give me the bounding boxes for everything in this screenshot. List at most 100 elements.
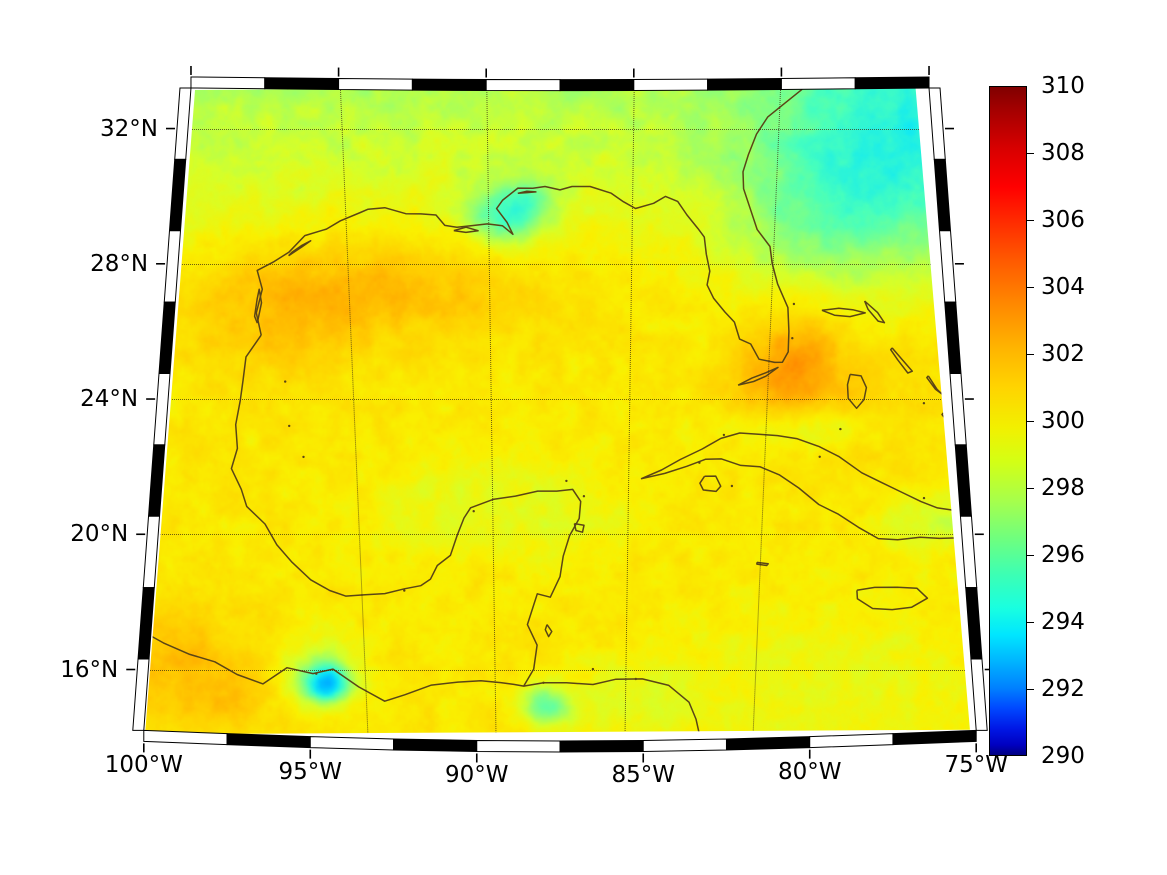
coastline-islet-2 bbox=[302, 455, 305, 459]
colorbar-label-298: 298 bbox=[1041, 475, 1085, 501]
ytick-label-20n: 20°N bbox=[70, 521, 129, 548]
colorbar-label-304: 304 bbox=[1041, 274, 1085, 300]
colorbar-label-300: 300 bbox=[1041, 408, 1085, 434]
frame-zebra-segment bbox=[142, 515, 161, 589]
coastline-paths bbox=[145, 88, 980, 735]
frame-zebra-segment bbox=[174, 87, 192, 160]
coastline-longisland bbox=[941, 412, 960, 436]
coastline-islet-19 bbox=[792, 302, 796, 306]
frame-zebra-segment bbox=[959, 515, 978, 589]
frame-zebra-segment bbox=[153, 372, 171, 446]
frame-zebra-segment bbox=[168, 158, 187, 232]
frame-zebra-segment bbox=[476, 739, 561, 753]
coastline-islet-8 bbox=[839, 427, 842, 431]
map-axes: 16°N 20°N 24°N 28°N 32°N 100°W 95°W 90°W 85°W 80°… bbox=[60, 65, 1008, 788]
colorbar-tick-300 bbox=[1027, 421, 1034, 422]
coastline-keys bbox=[737, 366, 779, 386]
colorbar-gradient bbox=[989, 86, 1027, 756]
coastline-padre bbox=[253, 288, 263, 324]
coastline-islet-10 bbox=[922, 496, 926, 500]
coastline-msislands bbox=[517, 190, 537, 195]
coastline-hispaniola bbox=[979, 533, 980, 591]
colorbar-label-296: 296 bbox=[1041, 542, 1085, 568]
coastline-eleuthera bbox=[889, 347, 914, 374]
frame-zebra-segment bbox=[938, 230, 957, 303]
colorbar-label-306: 306 bbox=[1041, 207, 1085, 233]
coastline-camerica bbox=[523, 678, 701, 735]
colorbar-label-302: 302 bbox=[1041, 341, 1085, 367]
frame-zebra-segment bbox=[944, 301, 962, 374]
xtick-label-100w: 100°W bbox=[104, 752, 183, 779]
frame-zebra-segment bbox=[309, 736, 395, 751]
coastline-gulfcoast bbox=[255, 88, 803, 364]
xtick-label-95w: 95°W bbox=[278, 758, 343, 785]
ytick-label-24n: 24°N bbox=[80, 386, 139, 413]
colorbar-tick-298 bbox=[1027, 488, 1034, 489]
coastline-islet-6 bbox=[730, 484, 734, 488]
frame-zebra-segment bbox=[226, 733, 311, 749]
frame-zebra-segment bbox=[559, 739, 644, 753]
ytick-label-28n: 28°N bbox=[90, 250, 149, 277]
xtick-label-90w: 90°W bbox=[444, 762, 509, 789]
colorbar-label-292: 292 bbox=[1041, 676, 1085, 702]
coastline-islet-4 bbox=[582, 495, 586, 498]
coastline-islet-5 bbox=[698, 461, 701, 464]
ytick-label-16n: 16°N bbox=[60, 656, 119, 683]
frame-zebra-segment bbox=[147, 444, 166, 517]
coastline-islet-3 bbox=[565, 479, 568, 483]
ytick-label-32n: 32°N bbox=[100, 115, 158, 142]
coastline-juventud bbox=[699, 475, 722, 493]
frame-zebra-segment bbox=[892, 729, 977, 746]
colorbar-tick-304 bbox=[1027, 287, 1034, 288]
colorbar-tick-296 bbox=[1027, 555, 1034, 556]
colorbar-label-294: 294 bbox=[1041, 609, 1085, 635]
xtick-label-85w: 85°W bbox=[611, 762, 675, 789]
frame-zebra-segment bbox=[809, 733, 894, 749]
coastline-islet-1 bbox=[288, 424, 291, 428]
frame-zebra-segment bbox=[163, 230, 182, 303]
frame-zebra-segment bbox=[954, 444, 973, 517]
coastline-caymans bbox=[756, 561, 769, 567]
coastline-islet-17 bbox=[472, 510, 475, 513]
frame-zebra-segment bbox=[949, 372, 967, 446]
coastline-jamaica bbox=[856, 586, 929, 611]
frame-zebra-segment bbox=[264, 77, 340, 91]
coastline-islet-0 bbox=[284, 380, 287, 383]
coastline-andros bbox=[846, 373, 868, 410]
xtick-label-80w: 80°W bbox=[777, 758, 842, 785]
frame-zebra-segment bbox=[393, 738, 478, 752]
frame-zebra-segment bbox=[158, 301, 176, 374]
frame-zebra-segment bbox=[725, 736, 811, 751]
colorbar-tick-294 bbox=[1027, 622, 1034, 623]
frame-zebra-segment bbox=[642, 738, 727, 752]
coastline-terrebonne bbox=[453, 226, 479, 234]
frame-zebra-segment bbox=[190, 76, 266, 90]
colorbar-label-310: 310 bbox=[1041, 73, 1085, 99]
colorbar-tick-292 bbox=[1027, 689, 1034, 690]
colorbar-label-308: 308 bbox=[1041, 140, 1085, 166]
coastline-islet-14 bbox=[634, 677, 637, 681]
coastline-islet-11 bbox=[791, 337, 794, 340]
colorbar-tick-306 bbox=[1027, 220, 1034, 221]
map-data-region bbox=[145, 84, 980, 735]
coastline-islet-18 bbox=[722, 433, 726, 437]
coastline-cuba bbox=[640, 432, 970, 541]
colorbar-tick-308 bbox=[1027, 153, 1034, 154]
colorbar[interactable]: 290 292 294 296 298 300 302 304 306 308 310 bbox=[989, 73, 1085, 769]
coastline-islet-7 bbox=[818, 455, 821, 458]
coastline-catisland bbox=[926, 375, 943, 395]
sst-heatmap-field bbox=[145, 84, 970, 735]
coastline-mexico bbox=[145, 334, 582, 702]
coastline-islet-13 bbox=[591, 667, 595, 671]
xtick-label-75w: 75°W bbox=[944, 752, 1008, 779]
colorbar-tick-302 bbox=[1027, 354, 1034, 355]
coastline-islet-15 bbox=[315, 672, 318, 675]
coastline-abaco bbox=[863, 300, 886, 324]
coastline-islet-9 bbox=[922, 402, 926, 405]
coastline-cozumel bbox=[573, 522, 585, 533]
frame-zebra-segment bbox=[933, 158, 952, 232]
coastline-turneffe bbox=[544, 624, 553, 638]
frame-zebra-segment bbox=[928, 87, 946, 160]
colorbar-label-290: 290 bbox=[1041, 743, 1085, 769]
